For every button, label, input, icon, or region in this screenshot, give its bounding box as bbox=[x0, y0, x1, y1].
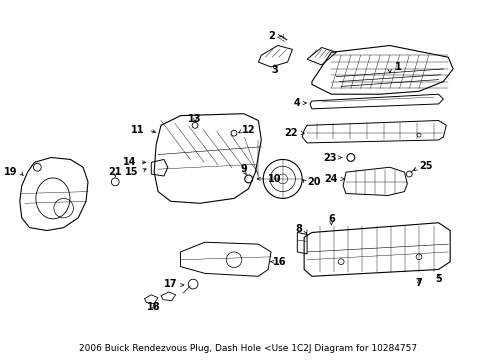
Text: 15: 15 bbox=[125, 167, 138, 177]
Text: 8: 8 bbox=[295, 224, 302, 234]
Text: 3: 3 bbox=[271, 65, 278, 75]
Text: 6: 6 bbox=[327, 214, 334, 224]
Text: 19: 19 bbox=[4, 167, 18, 177]
Text: 13: 13 bbox=[188, 113, 202, 123]
Text: 10: 10 bbox=[267, 174, 281, 184]
Text: 23: 23 bbox=[322, 153, 336, 162]
Text: 21: 21 bbox=[108, 167, 122, 177]
Text: 4: 4 bbox=[293, 98, 300, 108]
Text: 7: 7 bbox=[415, 278, 422, 288]
Text: 1: 1 bbox=[394, 62, 401, 72]
Text: 22: 22 bbox=[283, 128, 297, 138]
Text: 16: 16 bbox=[272, 257, 286, 267]
Text: 9: 9 bbox=[240, 164, 246, 174]
Text: 17: 17 bbox=[163, 279, 177, 289]
Text: 2: 2 bbox=[267, 31, 274, 41]
Text: 14: 14 bbox=[123, 157, 136, 167]
Text: 11: 11 bbox=[131, 125, 144, 135]
Text: 12: 12 bbox=[242, 125, 255, 135]
Text: 24: 24 bbox=[324, 174, 338, 184]
Text: 18: 18 bbox=[147, 302, 161, 312]
Text: 25: 25 bbox=[418, 161, 432, 171]
Text: 2006 Buick Rendezvous Plug, Dash Hole <Use 1C2J Diagram for 10284757: 2006 Buick Rendezvous Plug, Dash Hole <U… bbox=[79, 345, 416, 354]
Text: 5: 5 bbox=[434, 274, 441, 284]
Text: 20: 20 bbox=[306, 177, 320, 187]
